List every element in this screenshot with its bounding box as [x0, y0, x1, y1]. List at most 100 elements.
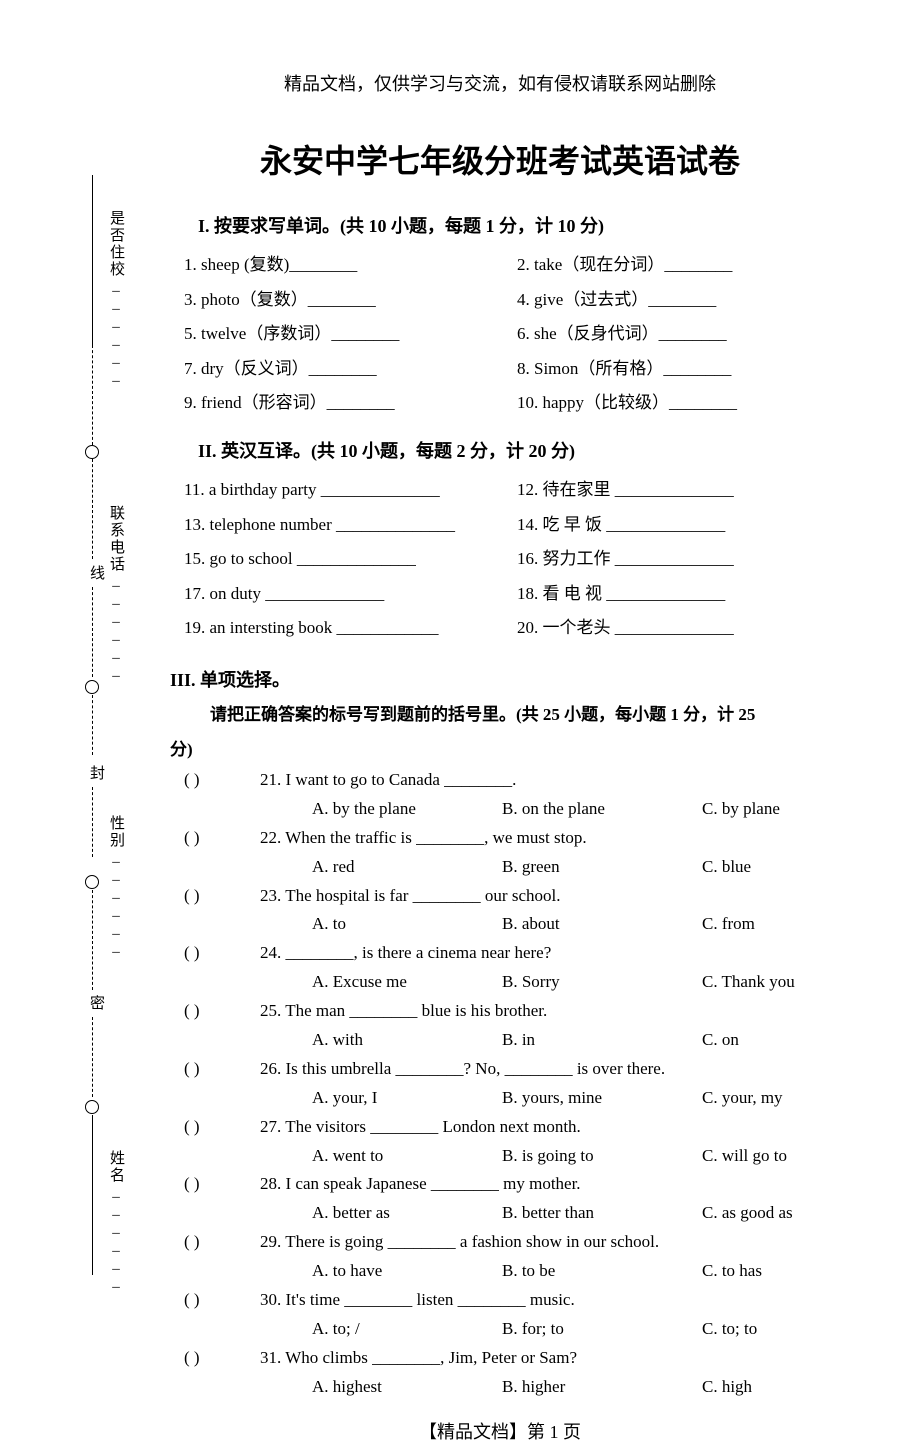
mc-option: C. your, my — [702, 1084, 830, 1113]
s1-item: 2. take（现在分词）________ — [517, 250, 830, 281]
mc-num: 24. — [260, 943, 281, 962]
mc-parentheses: ( ) — [184, 1286, 260, 1315]
rail-circle-icon — [85, 875, 99, 889]
rail-label: 姓名______ — [106, 1150, 127, 1292]
section1-items: 1. sheep (复数)________ 2. take（现在分词）_____… — [184, 250, 830, 419]
mc-question: ( ) 25. The man ________ blue is his bro… — [184, 997, 830, 1055]
mc-stem: I can speak Japanese ________ my mother. — [286, 1174, 581, 1193]
mc-stem: Is this umbrella ________? No, ________ … — [286, 1059, 666, 1078]
mc-stem: It's time ________ listen ________ music… — [286, 1290, 575, 1309]
mc-num: 30. — [260, 1290, 281, 1309]
mc-option: C. will go to — [702, 1142, 830, 1171]
mc-option: A. went to — [312, 1142, 502, 1171]
mc-option: C. to has — [702, 1257, 830, 1286]
mc-block: ( ) 21. I want to go to Canada ________.… — [184, 766, 830, 1402]
section2-items: 11. a birthday party ______________ 12. … — [184, 475, 830, 644]
rail-circle-icon — [85, 1100, 99, 1114]
rail-line — [92, 1115, 93, 1275]
mc-option: B. Sorry — [502, 968, 702, 997]
mc-question: ( ) 26. Is this umbrella ________? No, _… — [184, 1055, 830, 1113]
rail-label: 是否住校______ — [106, 210, 127, 386]
mc-options: A. to; / B. for; to C. to; to — [312, 1315, 830, 1344]
mc-option: C. Thank you — [702, 968, 830, 997]
mc-option: A. highest — [312, 1373, 502, 1402]
mc-option: C. blue — [702, 853, 830, 882]
s1-item: 1. sheep (复数)________ — [184, 250, 497, 281]
section3-heading: III. 单项选择。 — [170, 666, 830, 692]
s2-item: 14. 吃 早 饭 ______________ — [517, 510, 830, 541]
mc-num: 26. — [260, 1059, 281, 1078]
page-root: 精品文档，仅供学习与交流，如有侵权请联系网站删除 永安中学七年级分班考试英语试卷… — [0, 0, 920, 1444]
mc-option: C. on — [702, 1026, 830, 1055]
mc-stem: I want to go to Canada ________. — [286, 770, 517, 789]
mc-num: 23. — [260, 886, 281, 905]
s2-item: 12. 待在家里 ______________ — [517, 475, 830, 506]
mc-stem: The visitors ________ London next month. — [285, 1117, 581, 1136]
page-footer: 【精品文档】第 1 页 — [170, 1418, 830, 1444]
rail-seg-label: 线 — [86, 565, 107, 580]
mc-options: A. went to B. is going to C. will go to — [312, 1142, 830, 1171]
binding-rail: 是否住校______ 线 联系电话______ 封 性别______ 密 姓名_… — [76, 175, 116, 1302]
mc-options: A. red B. green C. blue — [312, 853, 830, 882]
section1-heading: I. 按要求写单词。(共 10 小题，每题 1 分，计 10 分) — [198, 212, 830, 238]
mc-option: B. to be — [502, 1257, 702, 1286]
mc-question: ( ) 31. Who climbs ________, Jim, Peter … — [184, 1344, 830, 1402]
mc-option: B. yours, mine — [502, 1084, 702, 1113]
rail-seg-label: 密 — [86, 995, 107, 1010]
mc-option: A. to have — [312, 1257, 502, 1286]
rail-line — [92, 459, 93, 559]
mc-question: ( ) 24. ________, is there a cinema near… — [184, 939, 830, 997]
mc-options: A. to B. about C. from — [312, 910, 830, 939]
mc-num: 31. — [260, 1348, 281, 1367]
s2-item: 18. 看 电 视 ______________ — [517, 579, 830, 610]
rail-seg-label: 封 — [86, 765, 107, 780]
mc-question: ( ) 28. I can speak Japanese ________ my… — [184, 1170, 830, 1228]
mc-options: A. by the plane B. on the plane C. by pl… — [312, 795, 830, 824]
mc-option: B. on the plane — [502, 795, 702, 824]
mc-question: ( ) 29. There is going ________ a fashio… — [184, 1228, 830, 1286]
section3-instruction: 请把正确答案的标号写到题前的括号里。(共 25 小题，每小题 1 分，计 25 — [210, 700, 830, 725]
mc-option: C. to; to — [702, 1315, 830, 1344]
mc-options: A. better as B. better than C. as good a… — [312, 1199, 830, 1228]
mc-option: C. as good as — [702, 1199, 830, 1228]
mc-stem: The hospital is far ________ our school. — [285, 886, 560, 905]
mc-option: B. is going to — [502, 1142, 702, 1171]
mc-options: A. highest B. higher C. high — [312, 1373, 830, 1402]
mc-option: C. high — [702, 1373, 830, 1402]
mc-option: B. better than — [502, 1199, 702, 1228]
mc-parentheses: ( ) — [184, 1170, 260, 1199]
s2-item: 17. on duty ______________ — [184, 579, 497, 610]
mc-options: A. Excuse me B. Sorry C. Thank you — [312, 968, 830, 997]
rail-line — [92, 890, 93, 990]
mc-option: C. by plane — [702, 795, 830, 824]
s2-item: 15. go to school ______________ — [184, 544, 497, 575]
header-note: 精品文档，仅供学习与交流，如有侵权请联系网站删除 — [170, 70, 830, 96]
rail-line — [92, 695, 93, 755]
main-title: 永安中学七年级分班考试英语试卷 — [170, 136, 830, 182]
mc-option: B. for; to — [502, 1315, 702, 1344]
rail-line — [92, 345, 93, 445]
rail-label: 性别______ — [106, 815, 127, 957]
mc-option: C. from — [702, 910, 830, 939]
rail-label: 联系电话______ — [106, 505, 127, 681]
mc-stem: The man ________ blue is his brother. — [285, 1001, 547, 1020]
mc-parentheses: ( ) — [184, 1228, 260, 1257]
mc-options: A. to have B. to be C. to has — [312, 1257, 830, 1286]
mc-stem: ________, is there a cinema near here? — [286, 943, 552, 962]
mc-options: A. with B. in C. on — [312, 1026, 830, 1055]
mc-num: 25. — [260, 1001, 281, 1020]
section2-heading: II. 英汉互译。(共 10 小题，每题 2 分，计 20 分) — [198, 437, 830, 463]
mc-stem: When the traffic is ________, we must st… — [285, 828, 586, 847]
mc-option: A. with — [312, 1026, 502, 1055]
section3-fen: 分) — [170, 735, 830, 760]
s1-item: 3. photo（复数）________ — [184, 285, 497, 316]
s1-item: 7. dry（反义词）________ — [184, 354, 497, 385]
rail-line — [92, 175, 93, 345]
rail-line — [92, 787, 93, 857]
mc-num: 22. — [260, 828, 281, 847]
mc-option: A. to — [312, 910, 502, 939]
s1-item: 4. give（过去式）________ — [517, 285, 830, 316]
mc-parentheses: ( ) — [184, 939, 260, 968]
s2-item: 19. an intersting book ____________ — [184, 613, 497, 644]
mc-option: A. to; / — [312, 1315, 502, 1344]
